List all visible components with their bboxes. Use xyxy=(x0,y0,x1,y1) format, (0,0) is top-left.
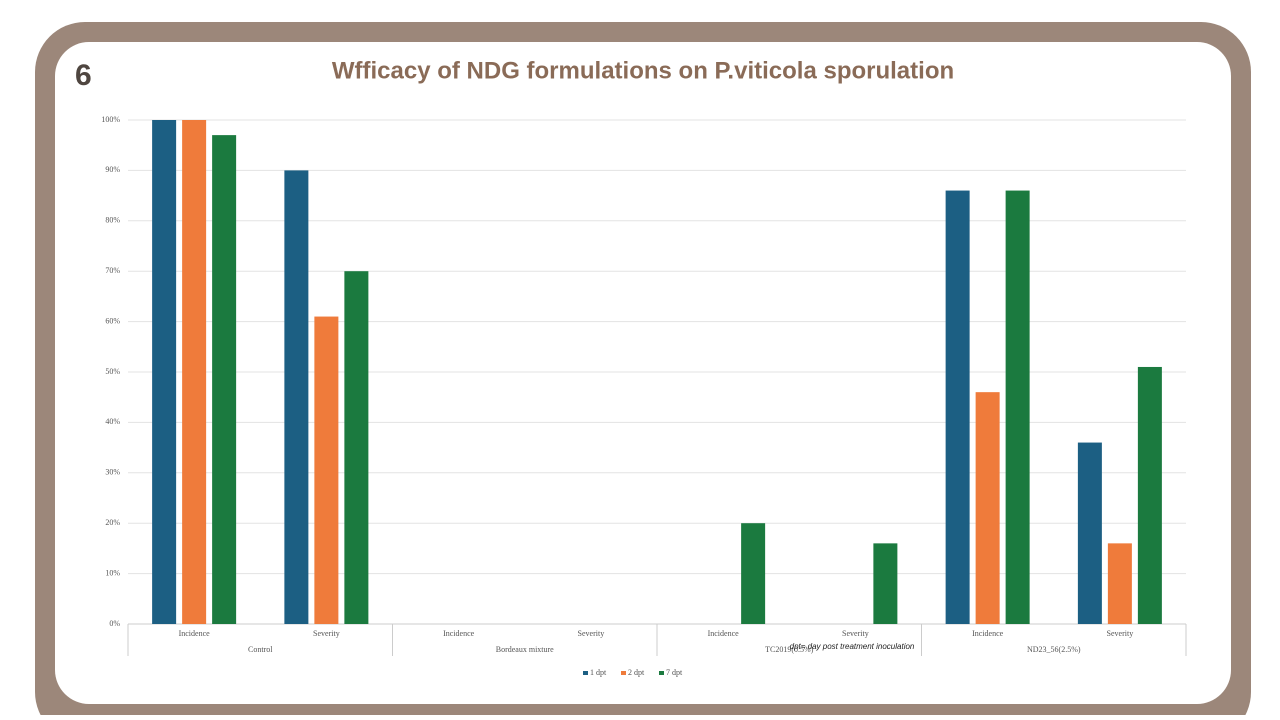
legend-swatch xyxy=(621,671,626,675)
y-tick-label: 0% xyxy=(109,619,120,628)
legend-label: 1 dpt xyxy=(590,668,607,677)
y-tick-label: 50% xyxy=(105,367,120,376)
legend-swatch xyxy=(659,671,664,675)
y-tick-label: 30% xyxy=(105,468,120,477)
bar xyxy=(284,170,309,624)
x-tick-label: Severity xyxy=(313,629,340,638)
x-tick-label: Severity xyxy=(842,629,869,638)
bar xyxy=(212,135,237,624)
bar xyxy=(741,523,766,624)
x-tick-label: Incidence xyxy=(179,629,211,638)
x-tick-label: Severity xyxy=(578,629,605,638)
legend-label: 2 dpt xyxy=(628,668,645,677)
bar xyxy=(1005,190,1030,624)
bar xyxy=(1107,543,1132,624)
x-tick-label: Incidence xyxy=(708,629,740,638)
y-tick-label: 60% xyxy=(105,316,120,325)
group-label: Control xyxy=(248,645,273,654)
group-label: Bordeaux mixture xyxy=(496,645,554,654)
bar xyxy=(314,316,339,624)
bar xyxy=(945,190,970,624)
bar xyxy=(152,120,177,624)
x-tick-label: Incidence xyxy=(443,629,475,638)
y-tick-label: 70% xyxy=(105,266,120,275)
y-tick-label: 10% xyxy=(105,568,120,577)
bar xyxy=(344,271,369,624)
legend-swatch xyxy=(583,671,588,675)
bar xyxy=(182,120,207,624)
group-label: TC2019(0.5%) xyxy=(765,645,814,654)
y-tick-label: 90% xyxy=(105,165,120,174)
annotation: dpt= day post treatment inoculation xyxy=(790,642,915,651)
y-tick-label: 20% xyxy=(105,518,120,527)
figure-number: 6 xyxy=(75,59,92,92)
bar xyxy=(1137,366,1162,624)
bar xyxy=(975,392,1000,624)
x-tick-label: Incidence xyxy=(972,629,1004,638)
bar xyxy=(1077,442,1102,624)
legend-label: 7 dpt xyxy=(666,668,683,677)
bar xyxy=(873,543,898,624)
y-tick-label: 80% xyxy=(105,216,120,225)
group-label: ND23_56(2.5%) xyxy=(1027,645,1081,654)
y-tick-label: 40% xyxy=(105,417,120,426)
x-tick-label: Severity xyxy=(1107,629,1134,638)
chart-title: Wfficacy of NDG formulations on P.vitico… xyxy=(332,57,954,84)
y-tick-label: 100% xyxy=(101,115,120,124)
